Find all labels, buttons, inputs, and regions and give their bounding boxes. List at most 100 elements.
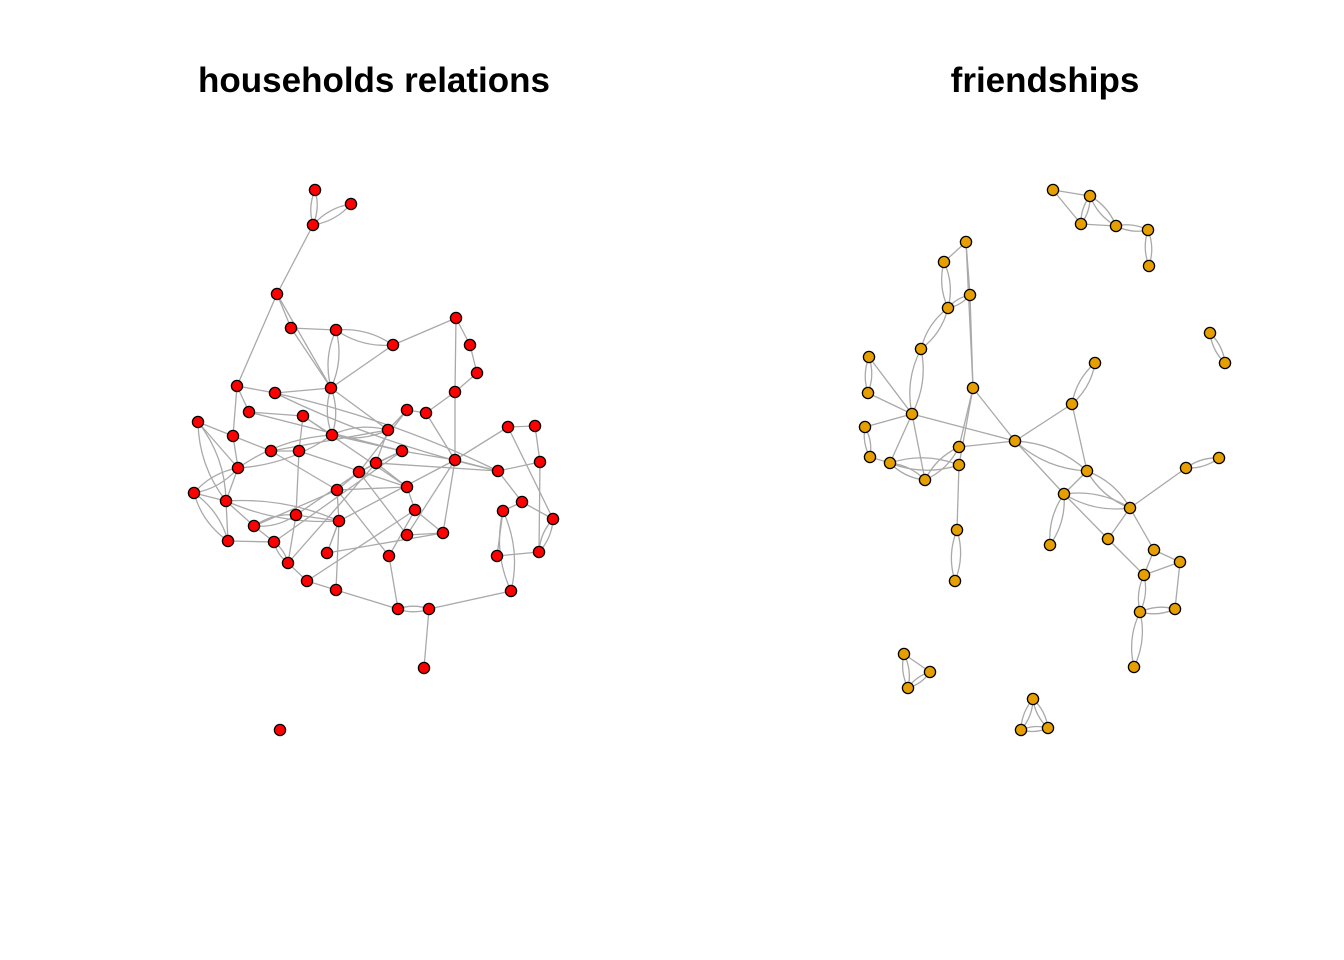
households-node — [267, 535, 281, 549]
households-edge — [197, 421, 234, 437]
households-edge — [428, 590, 512, 610]
households-node — [496, 504, 510, 518]
households-edge — [425, 412, 456, 461]
households-node — [264, 444, 278, 458]
households-node — [400, 403, 414, 417]
friendships-node — [862, 350, 876, 364]
households-edge — [497, 461, 541, 472]
households-node — [528, 419, 542, 433]
friendships-node — [897, 647, 911, 661]
friendships-node — [941, 301, 955, 315]
friendships-node — [959, 235, 973, 249]
households-node — [300, 574, 314, 588]
households-edge — [295, 471, 360, 516]
friendships-edge — [972, 387, 1016, 442]
friendships-edge — [1049, 493, 1065, 547]
friendships-edge — [864, 413, 913, 428]
friendships-edge — [1107, 507, 1131, 540]
households-edge — [270, 450, 338, 491]
friendships-node — [1046, 183, 1060, 197]
households-edge — [276, 293, 332, 389]
households-edge — [311, 203, 352, 226]
friendships-node — [1057, 487, 1071, 501]
households-node — [490, 549, 504, 563]
friendships-node — [858, 420, 872, 434]
households-node — [448, 385, 462, 399]
households-edge — [538, 461, 541, 553]
households-edge — [327, 329, 340, 390]
friendships-node — [952, 458, 966, 472]
households-edge — [287, 514, 297, 564]
households-edge — [225, 500, 255, 527]
friendships-edge — [1063, 492, 1132, 510]
households-edge — [236, 385, 276, 394]
households-node — [400, 480, 414, 494]
households-node — [532, 545, 546, 559]
friendships-node — [901, 681, 915, 695]
friendships-edge — [950, 529, 962, 583]
households-edge — [336, 489, 390, 557]
friendships-edge — [1014, 440, 1065, 495]
friendships-node — [937, 255, 951, 269]
friendships-node — [914, 342, 928, 356]
friendships-node — [1101, 532, 1115, 546]
friendships-node — [948, 574, 962, 588]
households-node — [292, 444, 306, 458]
households-edge — [331, 426, 390, 439]
households-node — [242, 405, 256, 419]
friendships-node — [1147, 543, 1161, 557]
households-edge — [225, 500, 229, 542]
friendships-node — [1173, 555, 1187, 569]
friendships-edge — [1014, 440, 1089, 472]
households-edge — [338, 459, 456, 522]
households-edge — [290, 327, 337, 331]
friendships-node — [1133, 605, 1147, 619]
households-edge — [335, 328, 395, 347]
households-node — [247, 519, 261, 533]
friendships-node — [1041, 721, 1055, 735]
households-edge — [306, 509, 416, 582]
households-node — [273, 723, 287, 737]
friendships-node — [966, 381, 980, 395]
households-edge — [302, 415, 408, 488]
households-edge — [227, 540, 275, 543]
friendships-node — [1137, 568, 1151, 582]
households-edge — [298, 450, 408, 488]
friendships-edge — [909, 348, 924, 416]
households-node — [221, 534, 235, 548]
households-edge — [248, 411, 304, 417]
friendships-edge — [1129, 467, 1187, 509]
households-edge — [295, 450, 300, 516]
friendships-edge — [1129, 507, 1155, 551]
households-node — [352, 465, 366, 479]
friendships-node — [1212, 451, 1226, 465]
households-node — [491, 464, 505, 478]
households-edge — [358, 471, 408, 536]
households-edge — [326, 532, 444, 554]
friendships-node — [963, 288, 977, 302]
households-node — [270, 287, 284, 301]
friendships-edge — [1052, 189, 1082, 225]
households-edge — [497, 470, 523, 503]
friendships-node — [1142, 259, 1156, 273]
households-edge — [454, 317, 457, 393]
friendships-node — [1065, 397, 1079, 411]
households-node — [296, 409, 310, 423]
households-edge — [290, 327, 332, 389]
households-edges — [192, 189, 554, 669]
households-node — [332, 514, 346, 528]
households-nodes — [187, 183, 560, 737]
households-edge — [392, 317, 457, 346]
friendships-node — [863, 450, 877, 464]
friendships-node — [1141, 223, 1155, 237]
friendships-node — [1088, 356, 1102, 370]
friendships-edge — [889, 457, 961, 471]
households-edge — [326, 387, 337, 437]
households-edge — [335, 520, 340, 591]
friendships-node — [1083, 189, 1097, 203]
households-edge — [507, 426, 554, 520]
households-node — [533, 455, 547, 469]
households-edge — [232, 435, 272, 452]
households-node — [231, 461, 245, 475]
